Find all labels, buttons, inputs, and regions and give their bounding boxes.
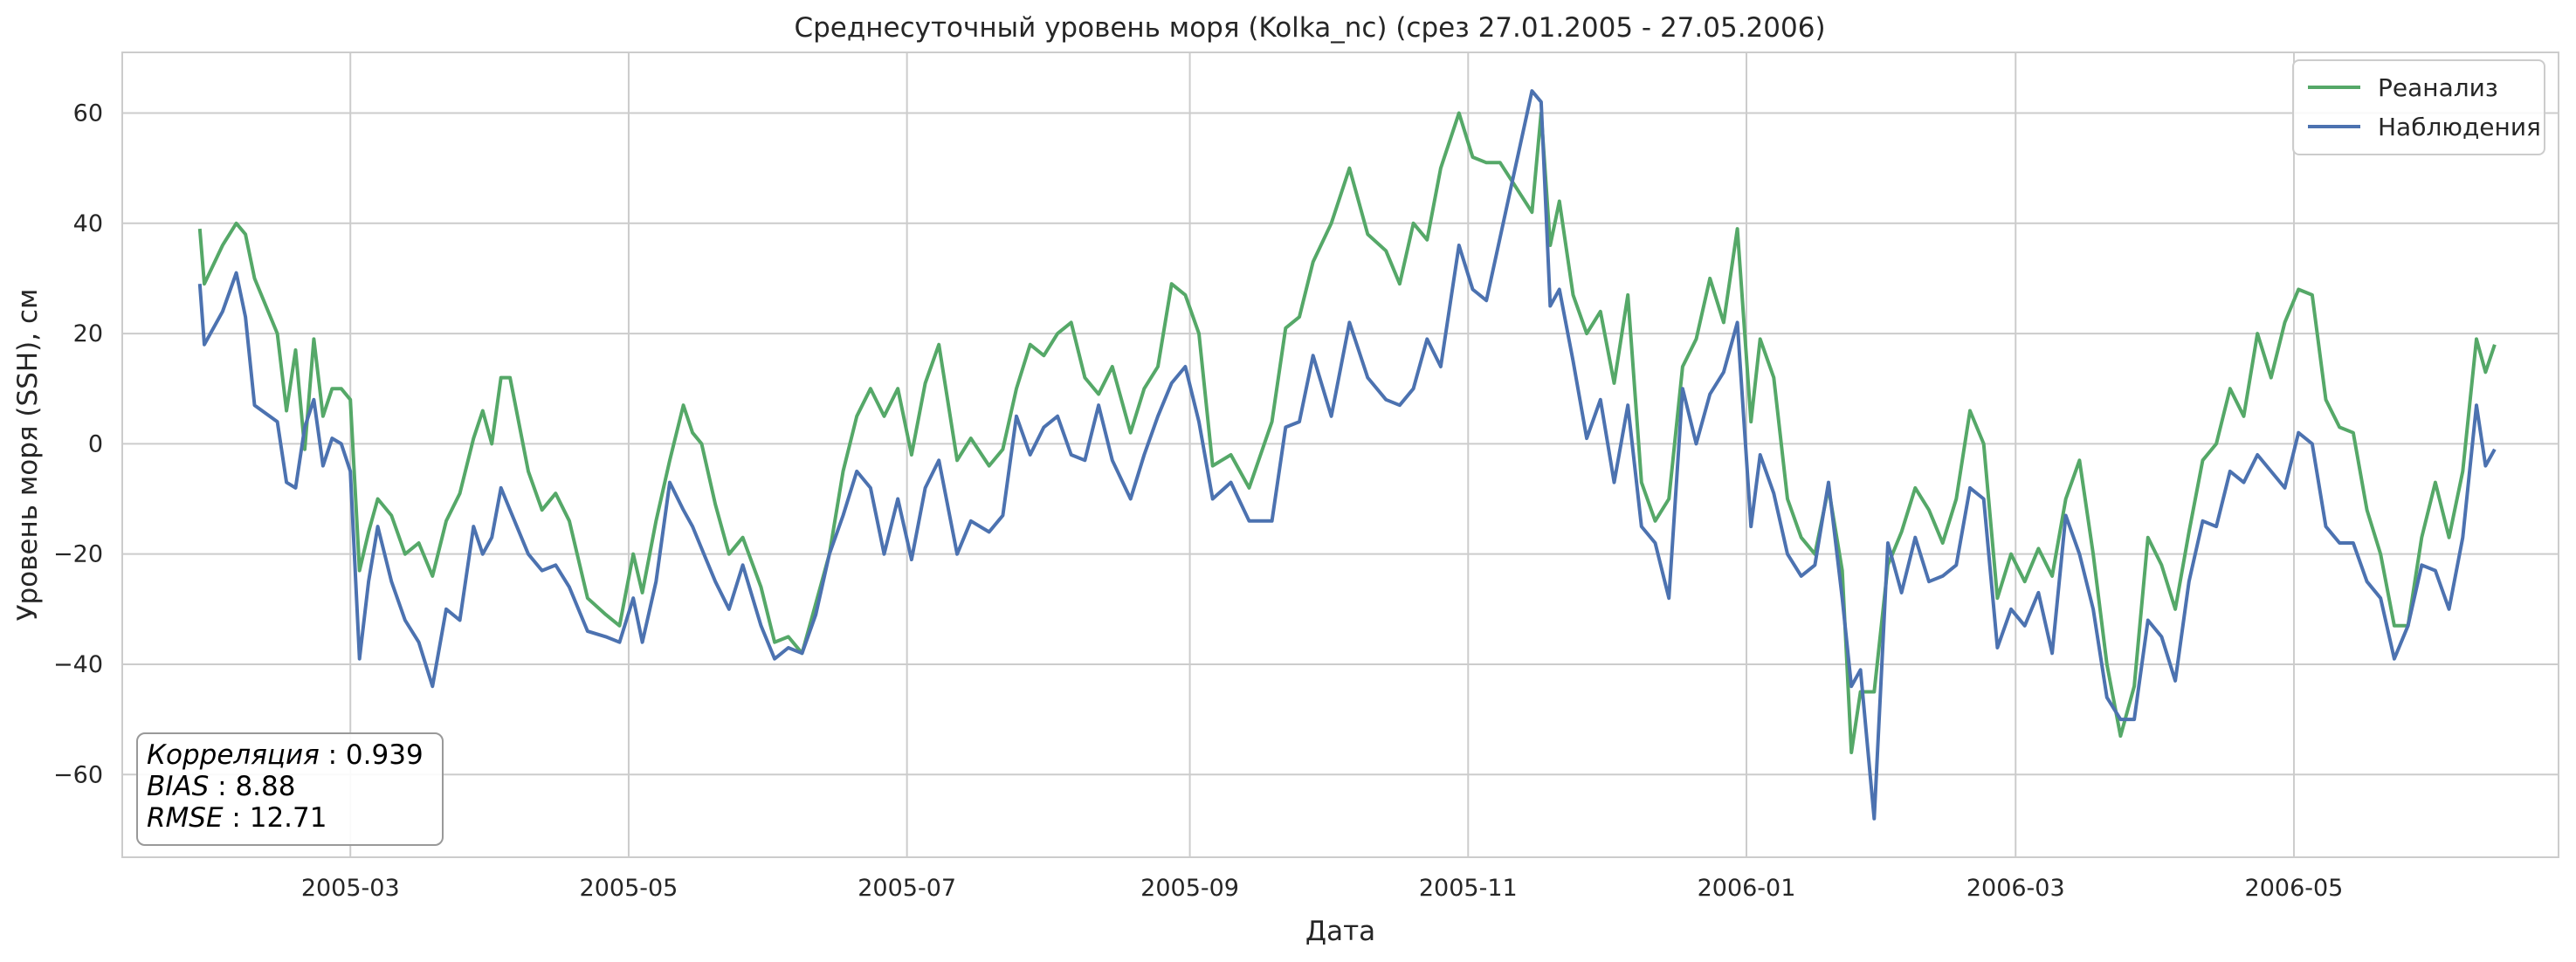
legend: Реанализ Наблюдения [2292,59,2545,155]
gridlines [122,52,2559,857]
plot-frame [121,52,2559,858]
stats-frame [136,732,444,846]
y-tick-label: −60 [53,761,103,788]
legend-frame [2292,59,2545,155]
stats-rmse-separator: : [224,802,250,834]
stats-rmse-label: RMSE [147,802,224,834]
x-axis-title: Дата [1305,916,1375,947]
y-tick-label: 0 [88,430,103,457]
y-tick-label: 20 [73,320,103,347]
stats-rmse: RMSE : 12.71 [147,802,327,834]
y-tick-label: −40 [53,651,103,678]
stats-bias-label: BIAS [147,771,209,802]
stats-correlation-label: Корреляция [147,739,320,771]
x-tick-label: 2005-07 [858,875,956,902]
x-axis-ticks: 2005-03 2005-05 2005-07 2005-09 2005-11 2006-… [301,875,2344,902]
y-tick-label: 60 [73,100,103,127]
y-tick-label: −20 [53,541,103,568]
stats-correlation-separator: : [320,739,346,771]
stats-bias-separator: : [209,771,235,802]
series-lines [197,89,2497,821]
x-tick-label: 2005-03 [301,875,400,902]
chart-title: Среднесуточный уровень моря (Kolka_nc) (… [794,12,1825,44]
stats-correlation: Корреляция : 0.939 [147,739,424,771]
x-tick-label: 2005-11 [1419,875,1518,902]
x-tick-label: 2006-01 [1698,875,1796,902]
stats-correlation-value: 0.939 [346,739,424,771]
y-axis-ticks: 60 40 20 0 −20 −40 −60 [53,100,103,788]
x-tick-label: 2006-05 [2245,875,2344,902]
x-tick-label: 2005-09 [1140,875,1239,902]
stats-bias-value: 8.88 [235,771,295,802]
stats-bias: BIAS : 8.88 [147,771,295,802]
legend-label-reanalysis: Реанализ [2378,73,2498,102]
series-line-observations [197,89,2497,821]
stats-rmse-value: 12.71 [250,802,327,834]
legend-label-observations: Наблюдения [2378,113,2541,141]
y-axis-title: Уровень моря (SSH), см [12,289,44,622]
y-tick-label: 40 [73,210,103,237]
x-tick-label: 2005-05 [580,875,678,902]
x-tick-label: 2006-03 [1966,875,2065,902]
stats-annotation: Корреляция : 0.939 BIAS : 8.88 RMSE : 12… [136,732,444,846]
